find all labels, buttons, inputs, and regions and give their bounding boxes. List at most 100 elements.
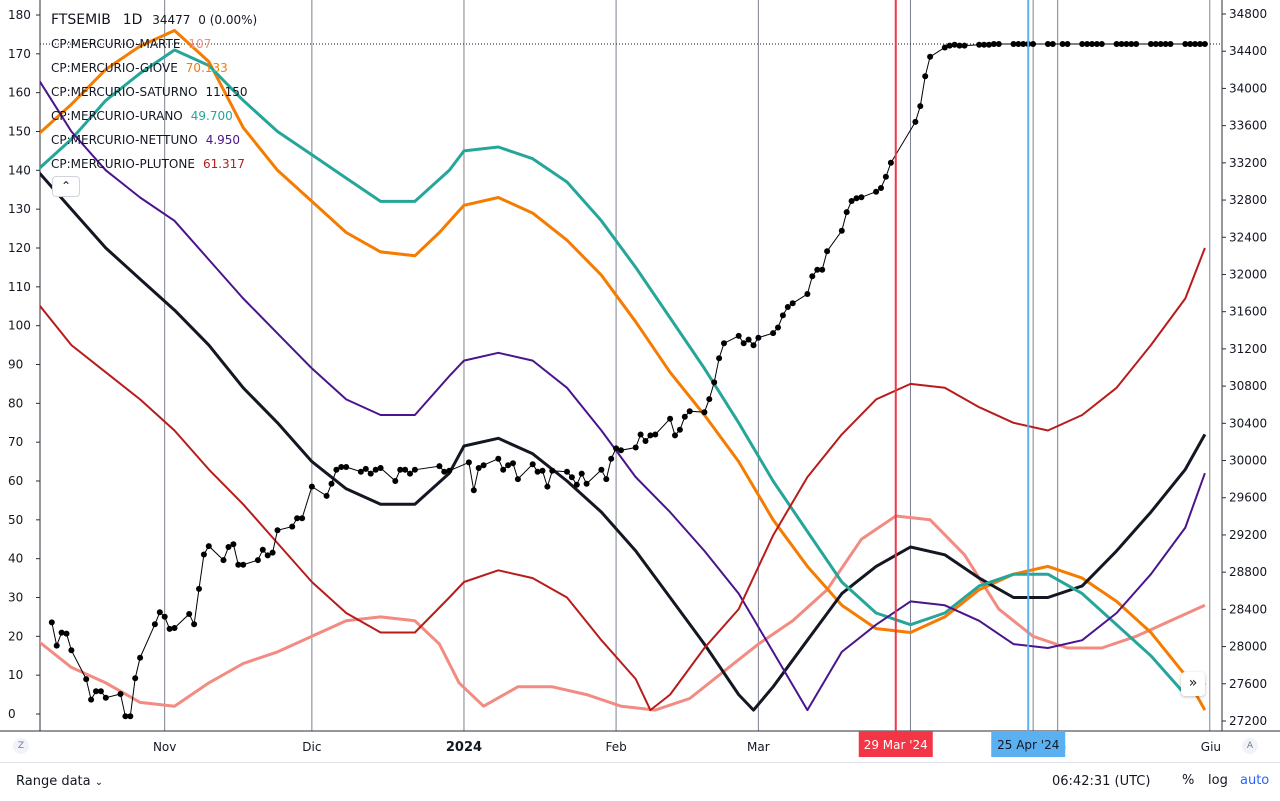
price-point [637,431,644,438]
price-point [775,324,781,331]
left-scale-toggle-label: Z [17,741,25,751]
legend-change: 0 (0.00%) [198,13,258,27]
price-point [514,476,521,483]
price-point [1113,41,1120,47]
price-point [995,41,1002,47]
left-tick-label: 60 [8,474,23,488]
right-tick-label: 29200 [1229,528,1267,542]
left-tick-label: 40 [8,552,23,566]
indicator-line-nettuno[interactable] [37,77,1206,712]
price-point [127,713,134,720]
price-point [1187,41,1194,47]
right-tick-label: 27200 [1229,714,1267,728]
scroll-to-realtime-button[interactable]: » [1181,672,1205,696]
left-tick-label: 160 [8,86,31,100]
price-point [946,42,953,49]
left-tick-label: 10 [8,668,23,682]
price-point [235,561,242,568]
clock[interactable]: 06:42:31 (UTC) [1052,774,1151,789]
legend-interval[interactable]: 1D [122,12,143,28]
price-point [200,551,207,558]
left-tick-label: 70 [8,435,23,449]
price-point [804,291,811,297]
log-scale-toggle[interactable]: log [1208,773,1228,788]
right-tick-label: 34800 [1229,7,1267,21]
price-point [539,467,546,474]
chart-canvas[interactable]: 0 10 20 30 40 50 60 70 80 90 100 110 120 130 140 150 160… [0,0,1280,762]
legend-indicator-name: CP:MERCURIO-PLUTONE [51,157,195,171]
price-point [289,523,296,530]
price-point [853,195,860,202]
price-point [274,527,281,534]
auto-scale-toggle[interactable]: auto [1240,773,1270,788]
price-point [58,629,65,636]
price-point [191,621,198,628]
legend-symbol-row[interactable]: FTSEMIB 1D 34477 0 (0.00%) [51,8,257,32]
left-scale-toggle[interactable]: Z [13,738,29,754]
price-point [721,340,727,347]
left-tick-label: 90 [8,358,23,372]
price-point [254,557,261,564]
left-tick-label: 120 [8,241,31,255]
price-point [220,557,227,564]
legend-indicator-row[interactable]: CP:MERCURIO-SATURNO 11.150 [51,80,257,104]
price-point [505,462,512,469]
legend-indicator-row[interactable]: CP:MERCURIO-GIOVE 70.133 [51,56,257,80]
indicator-line-saturno[interactable] [37,170,1207,712]
price-point [93,688,99,695]
legend-indicator-name: CP:MERCURIO-URANO [51,109,183,123]
indicator-line-marte[interactable] [37,514,1206,712]
legend-indicator-row[interactable]: CP:MERCURIO-NETTUNO 4.950 [51,128,257,152]
plot-area[interactable] [40,0,1222,731]
price-point [407,470,413,477]
legend-symbol[interactable]: FTSEMIB [51,12,111,28]
price-point [137,654,144,661]
price-point [372,466,379,473]
right-tick-label: 30800 [1229,379,1267,393]
price-point [951,41,958,48]
double-chevron-right-icon: » [1188,675,1198,691]
vertical-marker-badge[interactable] [991,731,1066,757]
price-point [1098,41,1105,47]
legend-indicator-row[interactable]: CP:MERCURIO-PLUTONE 61.317 [51,152,257,176]
price-point [632,444,639,451]
price-point [745,336,752,343]
price-point [838,227,845,234]
legend-indicator-row[interactable]: CP:MERCURIO-URANO 49.700 [51,104,257,128]
price-point [171,625,178,631]
right-tick-label: 30000 [1229,454,1267,468]
price-point [132,675,139,682]
vertical-marker-badge[interactable] [858,731,933,757]
legend-collapse-button[interactable]: ⌃ [52,176,80,197]
price-point [441,468,448,475]
price-point [529,461,536,468]
right-tick-label: 31600 [1229,305,1267,319]
legend-indicator-row[interactable]: CP:MERCURIO-MARTE 107 [51,32,257,56]
left-tick-label: 140 [8,163,31,177]
price-point [166,625,173,632]
vertical-marker-label: 25 Apr '24 [997,738,1059,752]
price-point [83,676,90,683]
price-point [573,481,580,488]
legend-indicator-value: 11.150 [205,85,248,99]
price-point [878,185,884,191]
left-tick-label: 50 [8,513,23,527]
right-tick-label: 28000 [1229,640,1267,654]
chevron-up-icon: ⌃ [60,179,72,193]
indicator-line-plutone[interactable] [37,247,1206,712]
indicator-line-urano[interactable] [37,48,1206,697]
percent-scale-toggle[interactable]: % [1182,773,1195,788]
price-point [392,478,399,484]
price-point [686,408,693,415]
price-point [225,544,232,550]
price-point [402,466,409,473]
price-point [986,41,992,48]
range-data-button[interactable]: Range data ⌄ [16,774,103,789]
price-point [97,688,104,695]
price-point [1020,41,1027,47]
price-point [1064,41,1071,47]
price-point [63,630,70,637]
price-point [156,609,163,616]
price-point [323,492,330,499]
right-scale-toggle[interactable]: A [1242,738,1258,754]
